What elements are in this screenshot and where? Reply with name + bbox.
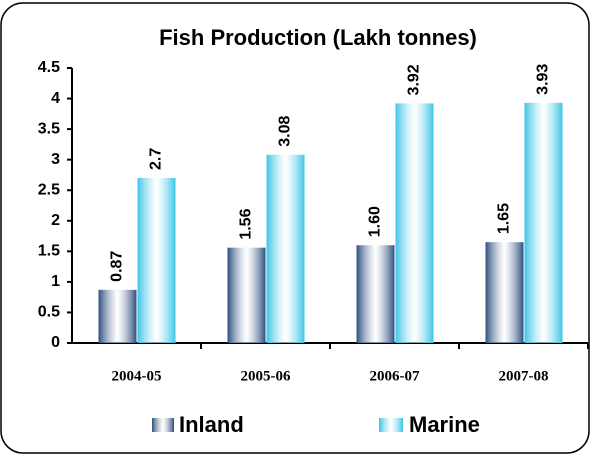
bar xyxy=(266,154,305,343)
legend-swatch xyxy=(152,418,174,432)
x-tick-label: 2005-06 xyxy=(241,368,291,384)
x-tick-label: 2007-08 xyxy=(499,368,549,384)
y-tick-label: 0.5 xyxy=(38,304,60,321)
legend-swatch xyxy=(379,418,403,432)
y-tick-label: 3.5 xyxy=(38,120,60,137)
value-label: 1.65 xyxy=(496,203,513,234)
x-tick-label: 2006-07 xyxy=(370,368,420,384)
y-tick-label: 4.5 xyxy=(38,59,60,76)
value-label: 3.08 xyxy=(277,116,294,147)
chart-title: Fish Production (Lakh tonnes) xyxy=(159,25,477,50)
bar xyxy=(98,289,137,343)
y-tick-label: 1.5 xyxy=(38,243,60,260)
value-label: 3.93 xyxy=(535,64,552,95)
legend-label: Inland xyxy=(179,412,244,437)
bar xyxy=(356,245,395,343)
bar xyxy=(395,103,434,343)
value-label: 3.92 xyxy=(406,64,423,95)
bar xyxy=(227,247,266,343)
y-tick-label: 0 xyxy=(51,334,60,351)
y-tick-label: 4 xyxy=(51,90,60,107)
y-tick-label: 2.5 xyxy=(38,181,60,198)
value-label: 2.7 xyxy=(148,148,165,170)
bar xyxy=(137,178,176,343)
value-label: 1.56 xyxy=(238,208,255,239)
legend-label: Marine xyxy=(409,412,480,437)
x-tick-label: 2004-05 xyxy=(112,368,162,384)
bar xyxy=(485,242,524,343)
value-label: 1.60 xyxy=(367,206,384,237)
y-tick-label: 1 xyxy=(51,273,60,290)
y-tick-label: 2 xyxy=(51,212,60,229)
y-tick-label: 3 xyxy=(51,151,60,168)
bar xyxy=(524,102,563,343)
value-label: 0.87 xyxy=(109,251,126,282)
